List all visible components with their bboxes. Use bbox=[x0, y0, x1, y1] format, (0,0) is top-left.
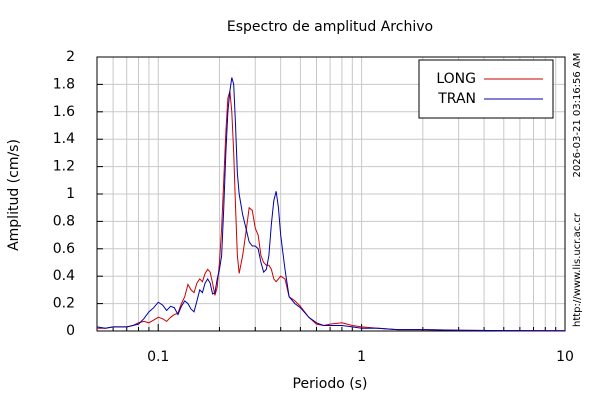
series-line bbox=[96, 77, 566, 332]
legend-label: LONG bbox=[436, 71, 476, 87]
y-tick-label: 1.6 bbox=[53, 104, 75, 120]
timestamp: 2026-03-21 03:16:56 AM bbox=[572, 53, 583, 178]
y-tick-label: 0.4 bbox=[53, 268, 75, 284]
chart-title: Espectro de amplitud Archivo bbox=[227, 19, 433, 35]
x-axis-label: Periodo (s) bbox=[293, 376, 368, 392]
y-tick-label: 1.2 bbox=[53, 159, 75, 175]
y-tick-label: 0.2 bbox=[53, 296, 75, 312]
y-tick-label: 1.8 bbox=[53, 76, 75, 92]
y-tick-label: 0.8 bbox=[53, 213, 75, 229]
legend-label: TRAN bbox=[437, 91, 476, 107]
y-tick-label: 2 bbox=[66, 49, 75, 65]
y-tick-label: 1 bbox=[66, 186, 75, 202]
plot-frame bbox=[96, 56, 566, 332]
x-tick-label: 10 bbox=[556, 349, 574, 365]
x-tick-label: 0.1 bbox=[147, 349, 169, 365]
x-tick-label: 1 bbox=[357, 349, 366, 365]
y-tick-label: 1.4 bbox=[53, 131, 75, 147]
y-axis-label: Amplitud (cm/s) bbox=[6, 139, 22, 251]
url: http://www.lis.ucr.ac.cr bbox=[572, 212, 583, 327]
y-tick-label: 0.6 bbox=[53, 241, 75, 257]
legend-box bbox=[418, 59, 554, 119]
y-tick-label: 0 bbox=[66, 323, 75, 339]
